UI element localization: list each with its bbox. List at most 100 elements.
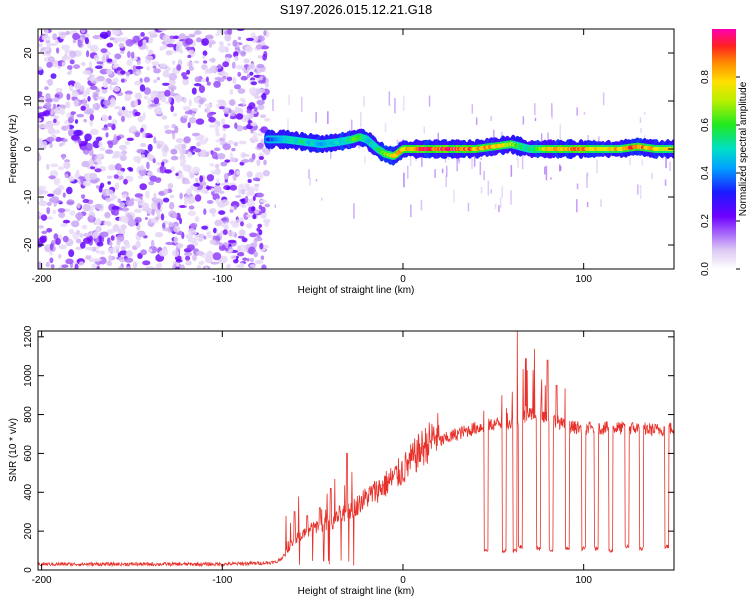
- noise-blob: [55, 237, 61, 246]
- noise-blob: [162, 44, 168, 50]
- noise-blob: [113, 86, 120, 92]
- noise-blob: [107, 181, 111, 185]
- noise-blob: [227, 239, 237, 244]
- noise-blob: [173, 236, 179, 244]
- noise-blob: [208, 124, 217, 128]
- noise-blob: [229, 99, 236, 106]
- noise-blob: [261, 93, 267, 101]
- noise-streak: [272, 99, 274, 111]
- noise-blob: [81, 194, 86, 200]
- noise-blob: [214, 163, 220, 169]
- noise-blob: [134, 66, 144, 70]
- noise-blob: [218, 45, 227, 53]
- noise-blob: [249, 264, 257, 268]
- noise-blob: [185, 260, 192, 266]
- noise-blob: [79, 261, 84, 266]
- noise-blob: [194, 216, 200, 223]
- noise-blob: [134, 80, 142, 86]
- noise-blob: [76, 169, 80, 176]
- noise-blob: [82, 90, 88, 98]
- noise-blob: [164, 169, 172, 174]
- noise-blob: [113, 57, 117, 65]
- noise-blob: [230, 255, 237, 261]
- spectrogram-ytick-label: -20: [23, 237, 34, 252]
- noise-blob: [236, 170, 241, 176]
- noise-blob: [132, 261, 138, 269]
- noise-blob: [250, 35, 259, 43]
- noise-streak: [576, 183, 579, 190]
- noise-blob: [248, 246, 256, 255]
- noise-streak: [602, 92, 605, 106]
- noise-blob: [147, 97, 152, 105]
- noise-blob: [151, 61, 160, 66]
- noise-blob: [124, 90, 133, 95]
- noise-blob: [231, 147, 236, 152]
- noise-blob: [164, 129, 173, 134]
- noise-blob: [237, 36, 242, 41]
- noise-blob: [246, 214, 254, 218]
- noise-blob: [69, 210, 76, 216]
- noise-blob: [124, 93, 132, 102]
- noise-blob: [124, 140, 130, 145]
- noise-blob: [89, 44, 99, 53]
- noise-blob: [213, 227, 217, 234]
- noise-blob: [126, 137, 134, 141]
- noise-blob: [103, 221, 108, 225]
- noise-blob: [140, 32, 145, 37]
- noise-blob: [135, 240, 141, 249]
- noise-blob: [228, 249, 234, 253]
- noise-blob: [209, 163, 215, 167]
- noise-blob: [80, 29, 86, 34]
- noise-streak: [402, 95, 405, 111]
- noise-blob: [111, 205, 120, 211]
- noise-blob: [255, 44, 263, 50]
- noise-blob: [213, 80, 221, 88]
- noise-blob: [203, 190, 209, 195]
- noise-blob: [66, 71, 72, 75]
- noise-blob: [146, 134, 154, 138]
- noise-blob: [92, 231, 99, 239]
- noise-blob: [188, 98, 192, 107]
- noise-blob: [71, 91, 79, 97]
- noise-streak: [473, 154, 476, 167]
- noise-blob: [38, 153, 41, 161]
- noise-streak: [480, 157, 482, 160]
- noise-streak: [274, 204, 276, 208]
- noise-blob: [224, 34, 232, 42]
- noise-blob: [232, 39, 238, 47]
- noise-blob: [88, 159, 94, 165]
- noise-blob: [162, 222, 166, 229]
- noise-blob: [250, 206, 256, 212]
- noise-streak: [388, 91, 391, 106]
- noise-blob: [182, 105, 191, 111]
- noise-blob: [233, 205, 237, 210]
- noise-blob: [142, 260, 151, 266]
- noise-blob: [253, 240, 258, 247]
- noise-blob: [66, 93, 71, 101]
- noise-streak: [498, 205, 500, 213]
- noise-blob: [259, 199, 267, 203]
- noise-streak: [483, 170, 485, 181]
- noise-blob: [48, 43, 57, 47]
- noise-streak: [309, 177, 311, 186]
- noise-blob: [185, 233, 193, 239]
- noise-blob: [75, 229, 81, 235]
- noise-streak: [453, 189, 455, 203]
- noise-blob: [229, 157, 237, 163]
- noise-blob: [143, 95, 149, 100]
- noise-blob: [57, 208, 66, 213]
- snr-ytick-label: 200: [23, 522, 34, 539]
- noise-blob: [198, 85, 205, 94]
- noise-blob: [159, 165, 164, 171]
- noise-blob: [88, 61, 93, 69]
- noise-blob: [92, 140, 101, 149]
- noise-blob: [184, 38, 194, 45]
- noise-blob: [106, 175, 113, 179]
- noise-blob: [46, 216, 54, 220]
- noise-blob: [106, 229, 115, 234]
- noise-blob: [44, 29, 49, 36]
- noise-streak: [384, 123, 387, 133]
- noise-blob: [156, 143, 162, 149]
- noise-blob: [80, 241, 86, 249]
